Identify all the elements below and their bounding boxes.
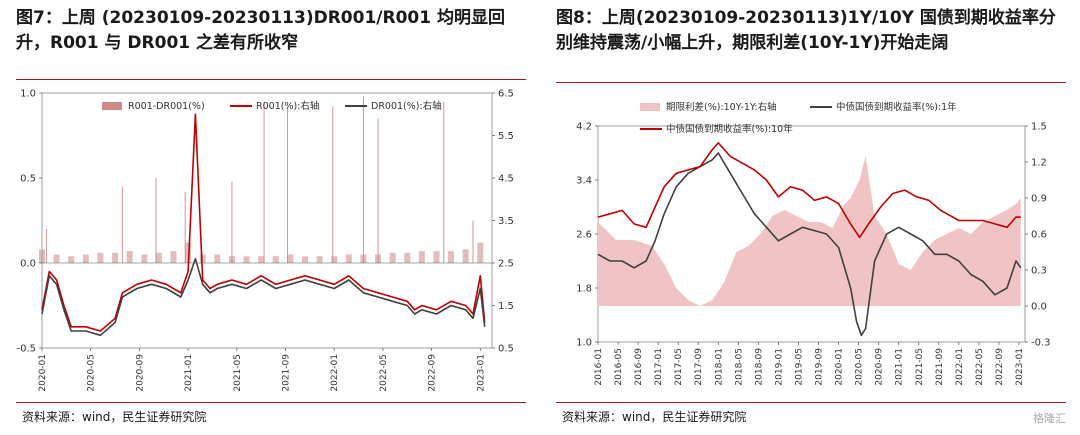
legend-label: R001(%):右轴 [256,100,319,112]
x-axis-label: 2018-09 [754,348,764,386]
right-axis-label: 1.5 [498,301,514,312]
left-axis-label: 4.2 [576,122,592,133]
left-bottom-rule [16,402,526,403]
x-axis-label: 2022-09 [995,348,1005,386]
x-axis-label: 2019-09 [815,348,825,386]
left-chart-svg: 1.0 0.5 0.0 -0.5 6.5 5.5 4.5 3.5 2.5 1.5 0.5 2020-0… [16,89,514,392]
x-axis-label: 2022-09 [428,354,438,392]
x-axis-label: 2016-01 [594,348,604,386]
left-source-note: 资料来源：wind，民生证券研究院 [22,410,207,424]
series-line-3 [41,258,486,337]
x-axis-label: 2020-09 [875,348,885,386]
right-axis-label: 0.6 [1031,230,1047,241]
left-chart-title: 图7：上周 (20230109-20230113)DR001/R001 均明显回… [16,8,505,53]
right-axis-label: -0.3 [1031,338,1051,349]
series-line-2 [41,113,486,332]
x-axis-label: 2019-05 [794,348,804,386]
right-axis-label: 5.5 [498,131,514,142]
series-line-1 [597,152,1022,337]
right-source-note: 资料来源：wind，民生证券研究院 [562,410,747,424]
right-axis-label: 0.5 [498,344,514,355]
x-axis-label: 2018-01 [714,348,724,386]
x-axis-label: 2021-01 [184,354,194,392]
right-axis-label: 3.5 [498,216,514,227]
legend-label: R001-DR001(%) [128,101,205,112]
legend-label: 中债国债到期收益率(%):10年 [666,123,793,135]
x-axis-label: 2021-05 [233,354,243,392]
x-axis-label: 2021-01 [895,348,905,386]
right-axis-label: 0.3 [1031,266,1047,277]
left-axis-label: 1.0 [20,89,36,100]
left-axis-label: 1.0 [576,338,592,349]
x-axis-label: 2016-05 [614,348,624,386]
left-axis-label: -0.5 [16,344,36,355]
x-axis-label: 2023-01 [1015,348,1025,386]
x-axis-label: 2020-09 [135,354,145,392]
right-axis-label: 0.0 [1031,302,1047,313]
legend-label: DR001(%):右轴 [371,100,442,112]
x-axis-label: 2020-05 [855,348,865,386]
x-axis-label: 2016-09 [634,348,644,386]
series-line-2 [597,142,1021,239]
x-axis-label: 2020-01 [38,354,48,392]
right-axis-label: 1.2 [1031,158,1047,169]
legend-swatch [102,102,122,110]
left-axis-label: 1.8 [576,284,592,295]
watermark-logo: 格隆汇 [1033,412,1066,425]
x-axis-label: 2021-09 [935,348,945,386]
right-title-rule [556,82,1066,83]
left-axis-label: 0.5 [20,174,36,185]
right-axis-label: 4.5 [498,174,514,185]
x-axis-label: 2022-01 [330,354,340,392]
x-axis-label: 2019-01 [774,348,784,386]
x-axis-label: 2023-01 [476,354,486,392]
term-spread-area [598,156,1021,306]
x-axis-label: 2017-01 [654,348,664,386]
x-axis-label: 2022-01 [955,348,965,386]
right-chart-panel: 图8：上周(20230109-20230113)1Y/10Y 国债到期收益率分别… [540,0,1080,435]
left-axis-label: 0.0 [20,259,36,270]
right-bottom-rule [556,402,1066,403]
x-axis-label: 2022-05 [975,348,985,386]
right-axis-label: 6.5 [498,89,514,100]
left-chart-panel: 图7：上周 (20230109-20230113)DR001/R001 均明显回… [16,8,526,424]
x-axis-label: 2020-01 [835,348,845,386]
legend-swatch [640,103,660,111]
left-title-rule [16,79,526,80]
right-chart-title: 图8：上周(20230109-20230113)1Y/10Y 国债到期收益率分别… [556,8,1056,53]
x-axis-label: 2021-05 [915,348,925,386]
x-axis-label: 2020-05 [87,354,97,392]
right-axis-label: 1.5 [1031,122,1047,133]
legend-label: 中债国债到期收益率(%):1年 [836,101,957,113]
x-axis-label: 2018-05 [734,348,744,386]
right-axis-label: 2.5 [498,259,514,270]
x-axis-label: 2021-09 [282,354,292,392]
left-axis-label: 3.4 [576,176,592,187]
left-axis-label: 2.6 [576,230,592,241]
x-axis-label: 2017-05 [674,348,684,386]
right-chart-svg: 4.2 3.4 2.6 1.8 1.0 1.5 1.2 0.9 0.6 0.3 0.0 -0.3 201… [576,101,1051,386]
x-axis-label: 2017-09 [694,348,704,386]
legend-label: 期限利差(%):10Y-1Y:右轴 [666,101,777,113]
right-axis-label: 0.9 [1031,194,1047,205]
x-axis-label: 2022-05 [379,354,389,392]
